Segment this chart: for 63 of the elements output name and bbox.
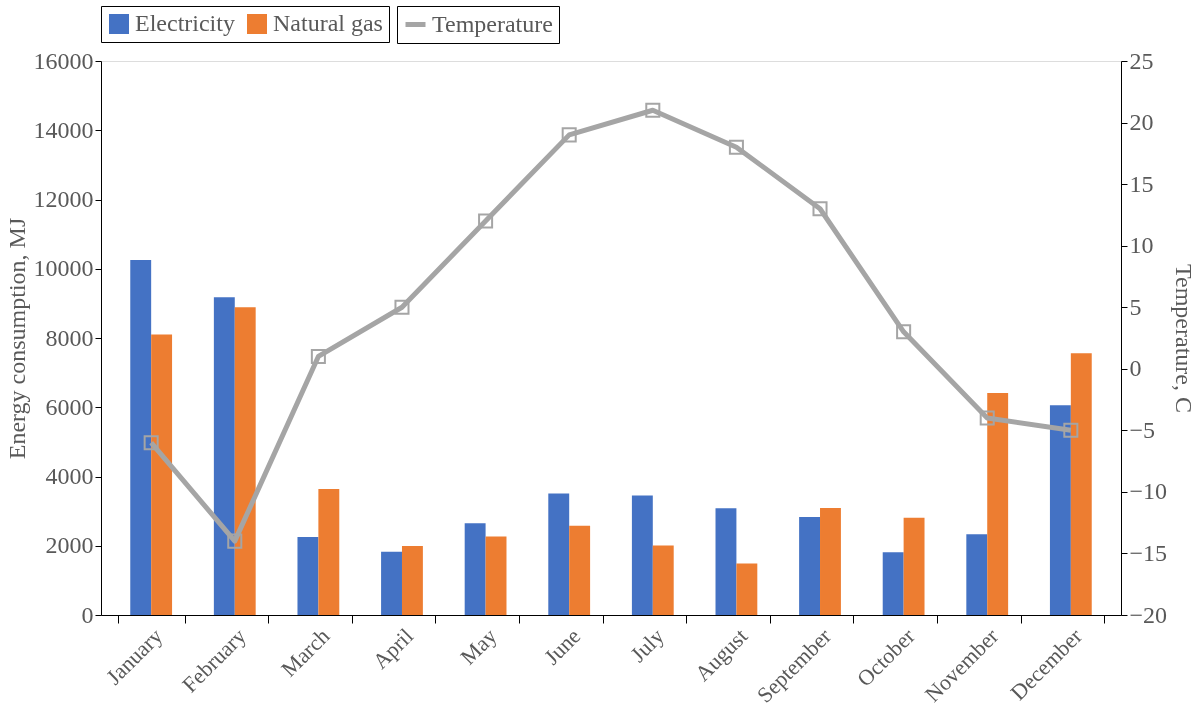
bar	[548, 493, 570, 615]
point	[227, 533, 243, 549]
y-tick-label: 16000	[33, 47, 94, 74]
bar	[234, 307, 256, 615]
y-tick-label: 12000	[33, 186, 94, 212]
bar	[715, 508, 737, 615]
bar	[151, 334, 173, 615]
bar	[1049, 405, 1071, 615]
y2-tick-label: 25	[1129, 47, 1154, 74]
point	[478, 213, 494, 229]
point	[561, 127, 577, 143]
bar	[1070, 353, 1092, 615]
bar	[401, 546, 423, 615]
point	[143, 435, 159, 451]
y2-tick-label: 5	[1129, 293, 1142, 320]
point	[310, 348, 326, 364]
y2-tick-label: −15	[1129, 539, 1168, 566]
y-tick-label: 14000	[33, 116, 94, 143]
point	[394, 299, 410, 315]
legend-label: Electricity	[135, 10, 235, 36]
bar	[485, 536, 507, 615]
y-tick-label: 8000	[45, 324, 94, 351]
y-tick-label: 0	[81, 601, 94, 628]
bar	[799, 517, 821, 615]
point	[645, 102, 661, 118]
legend-label: Natural gas	[273, 10, 383, 36]
y-tick-label: 2000	[45, 532, 94, 559]
y2-tick-label: 10	[1129, 232, 1154, 259]
bar	[297, 537, 319, 615]
bar	[631, 495, 653, 615]
y-tick-label: 6000	[45, 393, 94, 420]
point	[979, 410, 995, 426]
point	[1063, 422, 1079, 438]
y-axis-title: Energy consumption, MJ	[3, 217, 30, 460]
bar	[464, 523, 486, 615]
bar	[318, 488, 340, 615]
bar	[130, 260, 152, 615]
y2-tick-label: 15	[1129, 170, 1154, 197]
bar	[381, 551, 402, 615]
bar	[569, 525, 591, 615]
y2-axis-title: Temperature, C	[1171, 264, 1198, 413]
y2-tick-label: 0	[1129, 355, 1142, 382]
legend-label: Temperature	[432, 10, 553, 37]
bar	[903, 517, 925, 615]
bar	[966, 534, 988, 615]
point	[812, 201, 828, 217]
x-tick-label: June	[539, 623, 586, 670]
y2-tick-label: 20	[1129, 109, 1154, 136]
y2-tick-label: −10	[1129, 478, 1168, 505]
y-tick-label: 10000	[33, 255, 94, 282]
bar	[820, 508, 841, 615]
point	[728, 139, 744, 155]
bar	[882, 552, 904, 615]
x-tick-label: May	[455, 623, 502, 670]
bar	[652, 545, 674, 615]
point	[896, 324, 912, 340]
bar	[987, 393, 1009, 615]
bar	[213, 297, 235, 615]
x-tick-label: July	[625, 623, 669, 667]
bar	[736, 563, 758, 615]
y-tick-label: 4000	[45, 463, 94, 489]
y2-tick-label: −5	[1129, 416, 1156, 443]
y2-tick-label: −20	[1129, 601, 1168, 628]
